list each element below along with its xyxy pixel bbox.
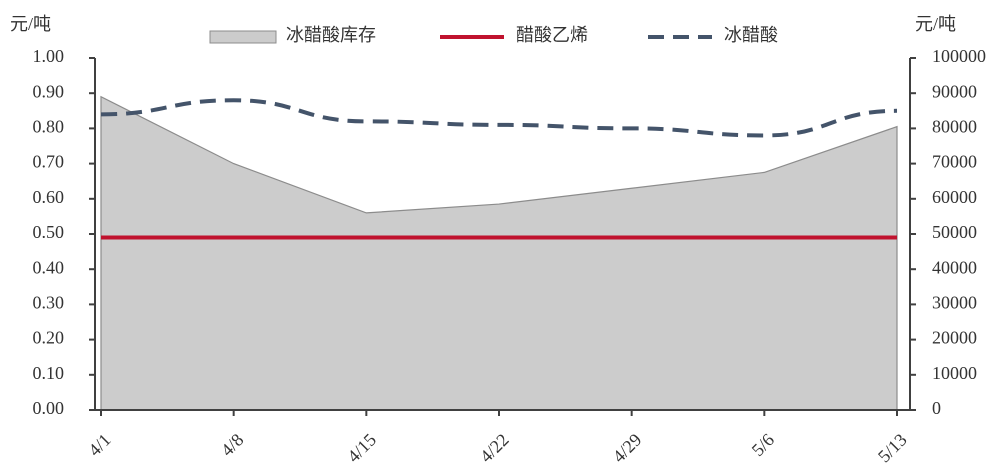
y-tick-label: 0.40 <box>33 257 65 277</box>
y-tick-label: 0.70 <box>33 152 65 172</box>
legend-label: 冰醋酸 <box>724 25 778 45</box>
y2-axis-unit: 元/吨 <box>915 14 956 34</box>
x-tick-label: 4/22 <box>476 430 513 467</box>
x-tick-label: 5/6 <box>748 430 778 460</box>
y2-tick-label: 100000 <box>932 46 986 66</box>
x-tick-label: 5/13 <box>874 430 911 467</box>
y-tick-label: 0.50 <box>33 222 65 242</box>
y2-tick-label: 70000 <box>932 152 977 172</box>
line <box>100 98 898 138</box>
y-tick-label: 0.00 <box>33 398 65 418</box>
y-tick-label: 0.20 <box>33 328 65 348</box>
y2-tick-label: 50000 <box>932 222 977 242</box>
y-tick-label: 0.80 <box>33 117 65 137</box>
legend-label: 醋酸乙烯 <box>516 25 588 45</box>
x-tick-label: 4/8 <box>217 430 247 460</box>
y-tick-label: 0.30 <box>33 293 65 313</box>
y2-tick-label: 40000 <box>932 257 977 277</box>
y-tick-label: 0.60 <box>33 187 65 207</box>
y2-tick-label: 30000 <box>932 293 977 313</box>
y2-tick-label: 80000 <box>932 117 977 137</box>
y-tick-label: 1.00 <box>33 46 65 66</box>
y2-tick-label: 0 <box>932 398 941 418</box>
y2-tick-label: 90000 <box>932 81 977 101</box>
legend-swatch <box>209 30 277 44</box>
y-tick-label: 0.90 <box>33 81 65 101</box>
legend-label: 冰醋酸库存 <box>286 25 376 45</box>
y2-tick-label: 20000 <box>932 328 977 348</box>
area <box>100 95 898 411</box>
x-tick-label: 4/15 <box>343 430 380 467</box>
y-axis-unit: 元/吨 <box>10 14 51 34</box>
x-tick-label: 4/1 <box>84 430 114 460</box>
x-tick-label: 4/29 <box>609 430 646 467</box>
y2-tick-label: 60000 <box>932 187 977 207</box>
y-tick-label: 0.10 <box>33 363 65 383</box>
y2-tick-label: 10000 <box>932 363 977 383</box>
